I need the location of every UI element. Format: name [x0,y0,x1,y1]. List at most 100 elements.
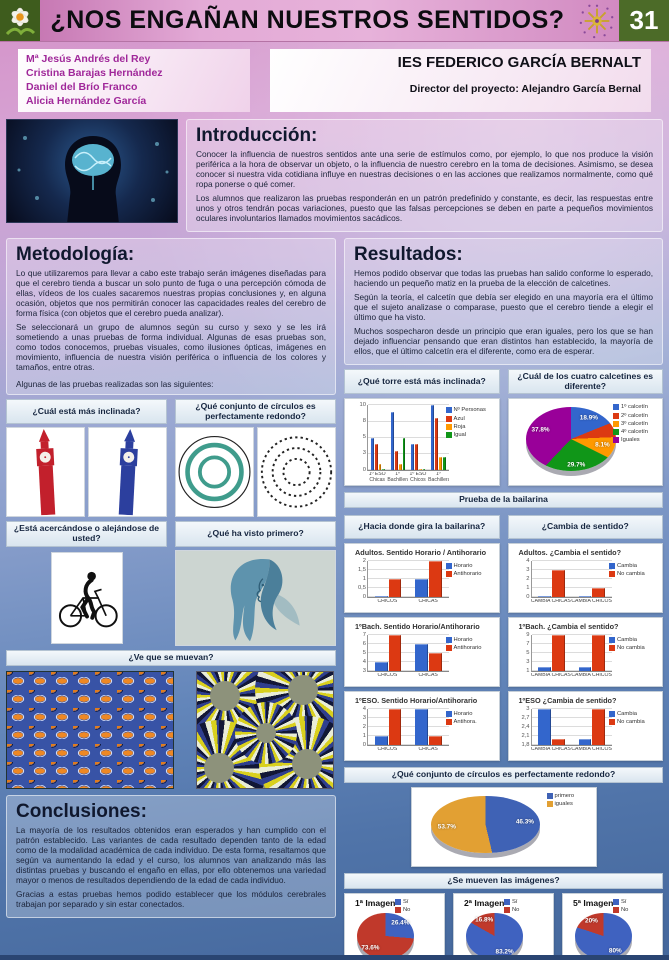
section-resultados: Resultados: Hemos podido observar que to… [344,238,663,365]
bar-group [572,635,612,672]
big-ben-red-image [6,427,85,518]
solid-circles-image [175,427,254,518]
legend-item: iguales [546,801,593,808]
gridline [368,404,449,406]
legend-item: Horario [445,711,492,718]
chart-legend: Cambia No cambia [609,637,655,652]
bar [388,635,402,672]
x-category-label: CHICOS [377,599,398,605]
chart-eso-cambia: 1ºESO ¿Cambia de sentido? 1,8 2,1 2,4 2,7 3 CA… [507,691,663,762]
slice-label: 73.6% [361,944,380,952]
gridline [531,661,612,663]
gridline [531,717,612,719]
bar [422,469,426,471]
project-director: Director del proyecto: Alejandro García … [409,83,641,95]
bar [578,596,592,598]
y-tick-label: 0 [362,466,366,473]
bar-group [532,635,572,672]
legend-item: No cambia [609,645,655,652]
section-metodologia: Metodología: Lo que utilizaremos para ll… [6,238,336,395]
bar-group [408,709,448,746]
y-tick-label: 10 [359,401,366,408]
x-category-label: 1º ESO Chicos [409,472,427,483]
gridline [368,708,449,710]
bar [552,570,565,598]
gridline [531,634,612,636]
caption-cambia-sentido: ¿Cambia de sentido? [507,515,663,540]
bar-groups [532,635,613,672]
y-tick-label: 4 [362,705,366,712]
gridline [368,717,449,719]
slice-label: 37.8% [531,426,550,434]
x-axis-labels: CAMBIA CHICAS CAMBIA CHICOS [531,673,613,683]
slice-label: 8.1% [595,441,610,449]
gridline [531,643,612,645]
bar [398,463,402,471]
gridline [368,578,449,580]
y-tick-label: 1 [526,667,530,674]
chart-body: 0 0,5 1 1,5 2 CHICOS CHICAS Horario Antihorario [349,558,495,609]
bar-group [408,635,448,672]
y-tick-label: 3 [362,450,366,457]
gridline [368,744,449,746]
section-introduccion: Introducción: Conocer la influencia de n… [186,119,663,233]
x-category-label: 1º ESO Chicas [368,472,386,483]
pie-body: 26.4% 73.6% [349,909,440,960]
legend-swatch [395,899,401,906]
y-tick-label: 1 [362,732,366,739]
gridline [368,634,449,636]
chart-plot-area: 1 3 5 7 9 [526,632,613,673]
y-tick-label: 6 [362,640,366,647]
chart-legend: Cambia No cambia [609,563,655,578]
intro-paragraph: Conocer la influencia de nuestros sentid… [196,149,653,190]
chart-imagen1-pie: 1ª Imagen 26.4% 73.6% Sí No [344,893,445,960]
y-tick-label: 4 [362,658,366,665]
gridline [368,453,449,455]
y-tick-label: 2 [526,575,530,582]
gridline [531,670,612,672]
y-tick-label: 7 [362,631,366,638]
rotating-snakes-illusion-image [196,671,334,790]
legend-swatch [609,711,615,718]
y-tick-label: 0 [526,593,530,600]
legend-label: Sí [621,899,627,906]
chart-legend: primero iguales [546,793,593,808]
metodologia-paragraph: Se seleccionará un grupo de alumnos segú… [16,321,326,372]
caption-se-mueven-imagenes: ¿Se mueven las imágenes? [344,873,663,890]
caption-chart-torre: ¿Qué torre está más inclinada? [344,368,500,395]
chart-legend: Horario Antihora. [445,711,492,726]
section-heading: Metodología: [16,244,135,266]
chart-title: Adultos. ¿Cambia el sentido? [518,548,622,558]
gridline [368,587,449,589]
resultados-paragraph: Según la teoría, el calcetín que debía s… [354,292,653,322]
y-tick-label: 3 [526,705,530,712]
chart-title: 1ª Imagen [355,898,396,909]
legend-label: Roja [453,423,466,430]
legend-item: No [613,907,659,914]
chart-plot-area: 0 0,5 1 1,5 2 [358,558,449,599]
legend-item: Cambia [609,563,655,570]
metodologia-note: Algunas de las pruebas realizadas son la… [16,378,214,389]
sun-emblem-icon [575,0,619,41]
legend-swatch [609,719,615,726]
x-category-label: CAMBIA CHICOS [571,747,612,753]
y-tick-label: 3 [526,658,530,665]
bar [435,418,438,471]
bar [388,709,402,746]
chart-title: 2ª Imagen [464,898,505,909]
legend-item: Igual [445,431,492,438]
legend-label: Horario [453,563,473,570]
y-tick-label: 5 [526,649,530,656]
bar [382,469,386,471]
chart-legend: Horario Antihorario [445,637,492,652]
legend-item: Azul [445,415,492,422]
conclusiones-paragraph: Gracias a estas pruebas hemos podido est… [16,888,326,909]
bar-group [408,405,428,471]
conclusiones-paragraph: La mayoría de los resultados obtenidos e… [16,825,326,885]
bar [374,662,388,672]
x-category-label: CHICAS [418,673,438,679]
legend-swatch [609,571,615,578]
legend-item: Antihora. [445,719,492,726]
x-category-label: CAMBIA CHICOS [571,673,612,679]
legend-label: Cambia [617,563,637,570]
